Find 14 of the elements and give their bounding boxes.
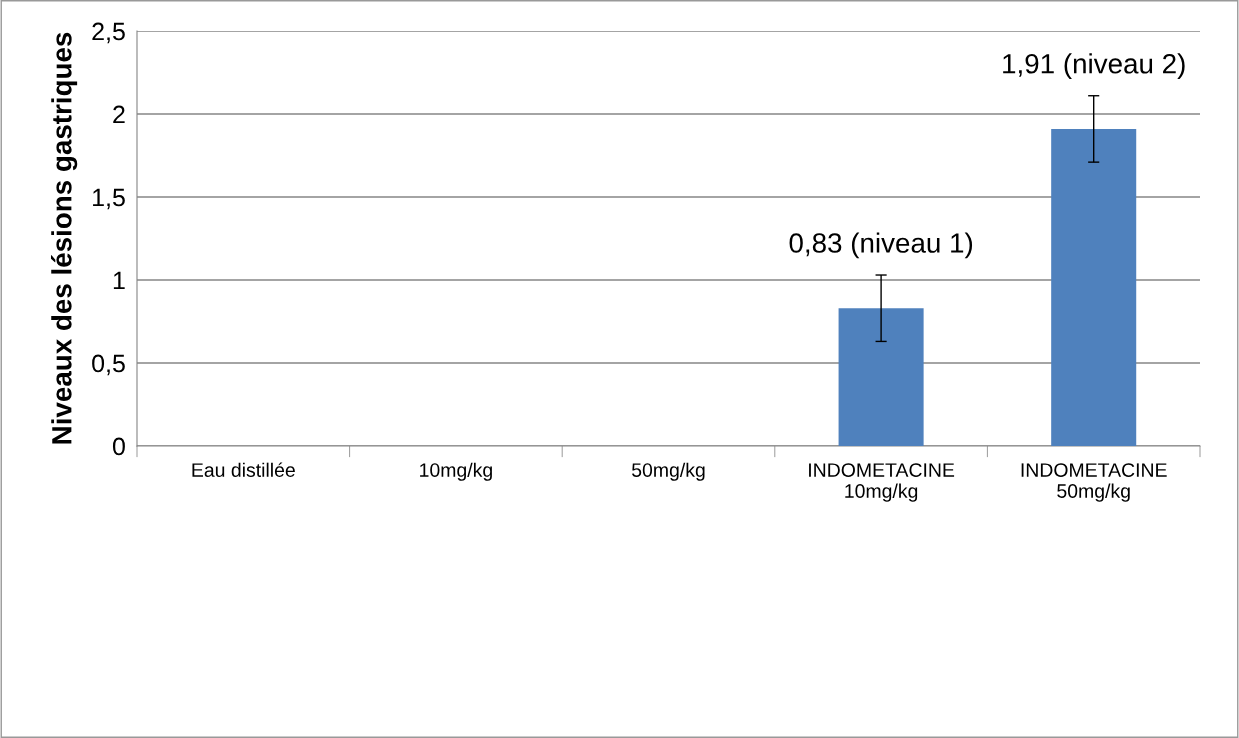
y-tick-label: 0,5: [92, 354, 125, 376]
x-tick-label: 10mg/kg: [420, 462, 492, 481]
y-tick-label: 2,5: [92, 22, 125, 44]
data-label: 1,91 (niveau 2): [1003, 53, 1185, 80]
y-tick-label: 1,5: [93, 188, 125, 210]
y-tick-label: 0: [112, 437, 125, 456]
x-tick-label: INDOMETACINE 50mg/kg: [1021, 463, 1167, 502]
y-axis-title: Niveaux des lésions gastriques: [50, 32, 78, 444]
y-tick-label: 2: [113, 105, 125, 124]
data-label: 0,83 (niveau 1): [789, 232, 973, 259]
y-tick-label: 1: [113, 271, 125, 290]
x-tick-label: 50mg/kg: [631, 462, 705, 481]
x-tick-label: INDOMETACINE 10mg/kg: [809, 463, 955, 502]
x-tick-label: Eau distillée: [192, 462, 295, 477]
